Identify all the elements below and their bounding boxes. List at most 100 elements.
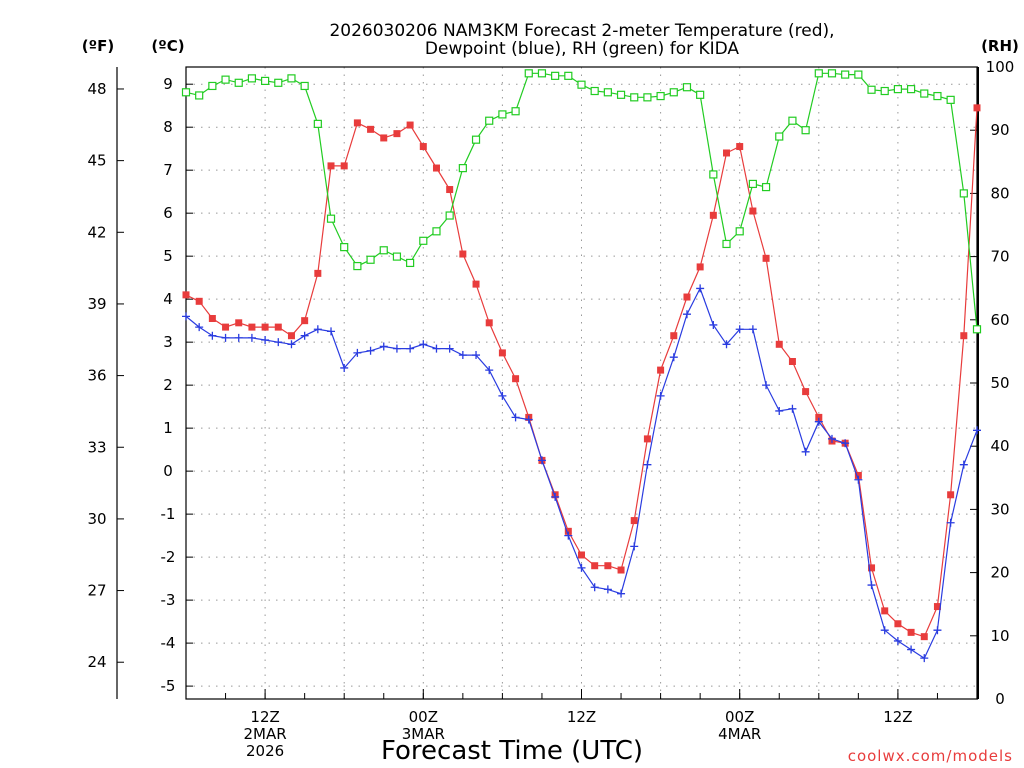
rh-tick-label-7: 30 [990,500,1009,518]
rh-point-54 [893,85,903,94]
x-tick-label-0-1: 2MAR [244,725,287,743]
rh-point-16 [392,252,402,261]
x-axis-label: Forecast Time (UTC) [381,736,643,766]
dewpoint-point-51 [854,475,863,484]
rh-point-7 [274,78,283,87]
dewpoint-point-54 [893,636,902,645]
dewpoint-point-37 [669,353,678,362]
rh-point-15 [379,246,388,255]
dewpoint-point-7 [274,338,283,347]
dewpoint-point-43 [748,325,757,334]
rh-point-22 [471,135,481,144]
dewpoint-point-33 [617,589,626,598]
rh-point-13 [353,261,362,271]
rh-point-29 [564,71,573,80]
temperature-point-55 [907,628,915,636]
dewpoint-point-18 [419,340,428,349]
rh-point-36 [656,91,665,101]
rh-tick-label-8: 20 [990,564,1009,582]
rh-point-8 [287,74,296,83]
dewpoint-point-55 [907,645,916,654]
temperature-point-23 [485,319,493,327]
dewpoint-point-39 [696,284,705,293]
rh-point-31 [590,86,599,96]
celsius-tick-label-6: 3 [163,333,173,351]
rh-point-20 [445,211,454,220]
dewpoint-point-58 [946,518,955,527]
rh-point-35 [643,93,652,102]
temperature-point-11 [327,162,335,170]
rh-point-1 [195,91,204,100]
temperature-point-36 [657,366,665,374]
rh-point-18 [419,236,428,245]
rh-point-59 [959,189,968,198]
dewpoint-point-22 [472,351,481,360]
temperature-point-51 [854,471,862,479]
rh-point-46 [788,116,797,125]
dewpoint-point-6 [261,336,270,345]
fahrenheit-tick-label-1: 45 [87,152,106,170]
rh-point-32 [603,88,612,97]
rh-point-57 [933,91,942,101]
temperature-point-58 [947,491,955,499]
dewpoint-point-57 [933,626,942,635]
rh-point-60 [972,325,982,334]
rh-point-55 [906,85,916,94]
temperature-point-33 [617,566,625,574]
temperature-point-41 [723,149,731,157]
dewpoint-point-5 [247,333,256,342]
rh-line [185,72,978,330]
dewpoint-point-29 [564,531,573,540]
dewpoint-point-16 [392,344,401,353]
temperature-point-16 [393,130,401,138]
rh-tick-label-3: 70 [990,248,1009,266]
dewpoint-point-2 [208,331,217,340]
rh-point-9 [300,81,309,91]
dewpoint-point-30 [577,563,586,572]
rh-point-24 [498,110,507,119]
rh-point-3 [221,75,230,84]
dewpoint-point-38 [682,310,691,319]
x-tick-label-3-1: 4MAR [718,725,761,743]
fahrenheit-tick-label-4: 36 [87,367,106,385]
temperature-point-52 [868,564,876,572]
rh-tick-label-10: 0 [995,690,1005,708]
temperature-point-20 [446,186,454,194]
temperature-point-48 [815,413,823,421]
dewpoint-point-41 [722,340,731,349]
x-tick-label-1-1: 3MAR [402,725,445,743]
dewpoint-point-20 [445,344,454,353]
temperature-point-43 [749,207,757,215]
dewpoint-point-3 [221,333,230,342]
rh-point-48 [814,69,823,78]
rh-point-14 [366,255,375,264]
rh-point-27 [537,69,547,78]
rh-point-6 [261,76,270,86]
dewpoint-point-40 [709,320,718,329]
temperature-point-8 [287,332,295,340]
temperature-point-39 [696,263,704,271]
temperature-point-44 [762,254,770,262]
rh-tick-label-1: 90 [990,121,1009,139]
rh-point-39 [696,90,705,99]
rh-point-5 [247,74,257,83]
dewpoint-point-9 [300,331,309,340]
celsius-tick-label-5: 4 [163,290,173,308]
temperature-point-47 [802,388,810,396]
rh-point-10 [313,119,322,128]
rh-point-12 [340,243,349,252]
celsius-tick-label-12: -3 [161,591,176,609]
rh-point-19 [432,227,441,236]
temperature-point-7 [274,323,282,331]
dewpoint-point-17 [406,344,415,353]
temperature-point-4 [235,319,243,327]
rh-tick-label-2: 80 [990,184,1009,202]
dewpoint-point-35 [643,460,652,469]
dewpoint-point-47 [801,447,810,456]
celsius-tick-label-9: 0 [163,462,173,480]
rh-point-41 [722,239,731,249]
celsius-tick-label-7: 2 [163,376,173,394]
temperature-point-30 [578,551,585,559]
chart-title-line2: Dewpoint (blue), RH (green) for KIDA [425,39,740,59]
rh-point-40 [709,170,718,179]
